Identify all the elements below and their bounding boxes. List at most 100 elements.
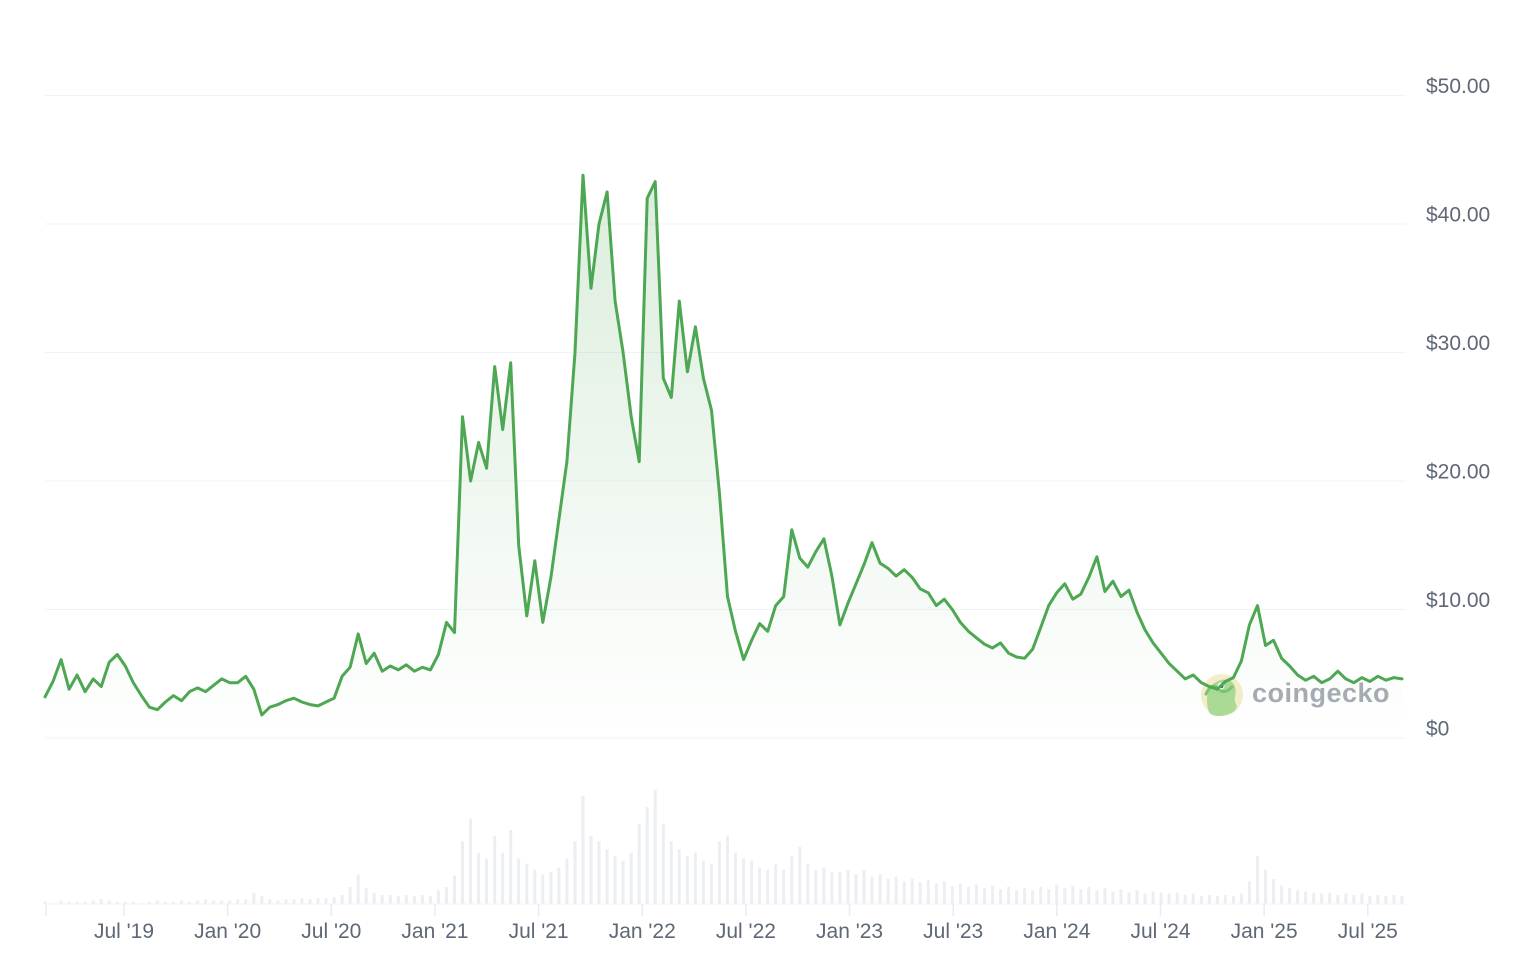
volume-bar — [1023, 888, 1027, 904]
x-axis-label: Jul '24 — [1130, 920, 1190, 943]
volume-bar — [918, 882, 922, 904]
volume-bar — [677, 849, 681, 904]
volume-bar — [1095, 890, 1099, 904]
volume-bar — [1207, 894, 1211, 904]
volume-bar — [926, 880, 930, 904]
volume-bar — [517, 858, 521, 904]
volume-bar — [236, 899, 240, 904]
volume-bar — [1191, 893, 1195, 904]
volume-bar — [934, 883, 938, 904]
volume-bar — [1167, 893, 1171, 904]
volume-bar — [204, 899, 208, 904]
volume-bar — [388, 894, 392, 904]
x-axis-label: Jan '22 — [609, 920, 676, 943]
volume-bar — [461, 841, 464, 904]
volume-bar — [477, 852, 481, 904]
volume-bar — [99, 899, 103, 904]
volume-bar — [340, 894, 344, 904]
volume-bar — [573, 841, 577, 904]
volume-bar — [1079, 889, 1083, 904]
volume-bar — [83, 901, 87, 904]
volume-bar — [1223, 894, 1227, 904]
volume-bar — [653, 790, 657, 904]
x-axis-label: Jul '20 — [301, 920, 361, 943]
volume-bar — [581, 795, 585, 904]
volume-bar — [1183, 894, 1187, 904]
volume-bar — [1304, 891, 1308, 904]
volume-bar — [1071, 885, 1075, 904]
volume-bar — [139, 902, 143, 904]
volume-bar — [790, 856, 794, 904]
volume-bar — [1256, 856, 1259, 904]
volume-bar — [348, 886, 352, 904]
volume-bar — [1336, 894, 1340, 904]
volume-bar — [782, 869, 786, 904]
x-axis-label: Jul '22 — [716, 920, 776, 943]
volume-bar — [1135, 890, 1139, 904]
x-axis-label: Jan '25 — [1231, 920, 1298, 943]
volume-bar — [1288, 888, 1292, 904]
volume-bar — [886, 878, 890, 904]
y-axis-label: $40.00 — [1426, 204, 1490, 227]
volume-bar — [1272, 878, 1275, 904]
volume-bar — [1344, 893, 1348, 904]
volume-bar — [436, 890, 440, 904]
volume-bar — [445, 886, 448, 904]
volume-bar — [1031, 890, 1035, 904]
volume-bar — [485, 858, 489, 904]
price-area — [45, 175, 1402, 738]
volume-bar — [718, 841, 721, 904]
volume-bar — [806, 864, 810, 904]
volume-bar — [396, 896, 400, 904]
volume-bar — [412, 896, 416, 904]
volume-bar — [356, 874, 360, 904]
volume-bar — [525, 864, 529, 904]
volume-bar — [172, 901, 175, 904]
volume-bar — [1384, 896, 1388, 904]
volume-bar — [589, 835, 593, 904]
volume-bar — [91, 900, 95, 904]
volume-bar — [742, 858, 746, 904]
x-axis-labels: Jul '19 Jan '20 Jul '20 Jan '21 Jul '21 Jan '… — [94, 920, 1398, 943]
y-axis-label: $10.00 — [1426, 589, 1490, 612]
volume-bar — [974, 884, 978, 904]
volume-bar — [958, 883, 962, 904]
x-axis-label: Jan '20 — [194, 920, 261, 943]
volume-bar — [1368, 896, 1372, 904]
volume-bar — [942, 881, 946, 904]
price-line — [43, 173, 1404, 717]
volume-bar — [268, 899, 272, 904]
volume-bar — [509, 829, 513, 904]
volume-bar — [372, 892, 376, 904]
volume-bar — [332, 897, 336, 904]
volume-bar — [734, 852, 737, 904]
volume-bar — [862, 869, 866, 904]
x-axis-label: Jan '21 — [401, 920, 468, 943]
volume-bar — [420, 894, 424, 904]
volume-bar — [629, 852, 633, 904]
volume-bar — [196, 900, 200, 904]
volume-bar — [1175, 892, 1179, 904]
volume-bar — [814, 869, 818, 904]
volume-bar — [1264, 869, 1267, 904]
volume-bars — [43, 790, 1404, 904]
volume-bar — [902, 881, 906, 904]
volume-bar — [147, 901, 151, 904]
volume-bar — [1143, 893, 1147, 904]
volume-bar — [701, 860, 705, 904]
volume-bar — [1103, 888, 1107, 904]
volume-bar — [131, 901, 135, 904]
volume-bar — [1239, 893, 1243, 904]
volume-bar — [220, 900, 224, 904]
y-axis-labels: $50.00 $40.00 $30.00 $20.00 $10.00 $0 — [1426, 75, 1490, 741]
x-axis-label: Jul '19 — [94, 920, 154, 943]
volume-bar — [155, 900, 159, 904]
volume-bar — [1296, 890, 1300, 904]
volume-bar — [999, 889, 1002, 904]
volume-bar — [300, 898, 304, 904]
volume-bar — [1231, 896, 1235, 904]
volume-bar — [637, 824, 641, 904]
volume-bar — [1376, 894, 1380, 904]
volume-bar — [645, 807, 649, 904]
